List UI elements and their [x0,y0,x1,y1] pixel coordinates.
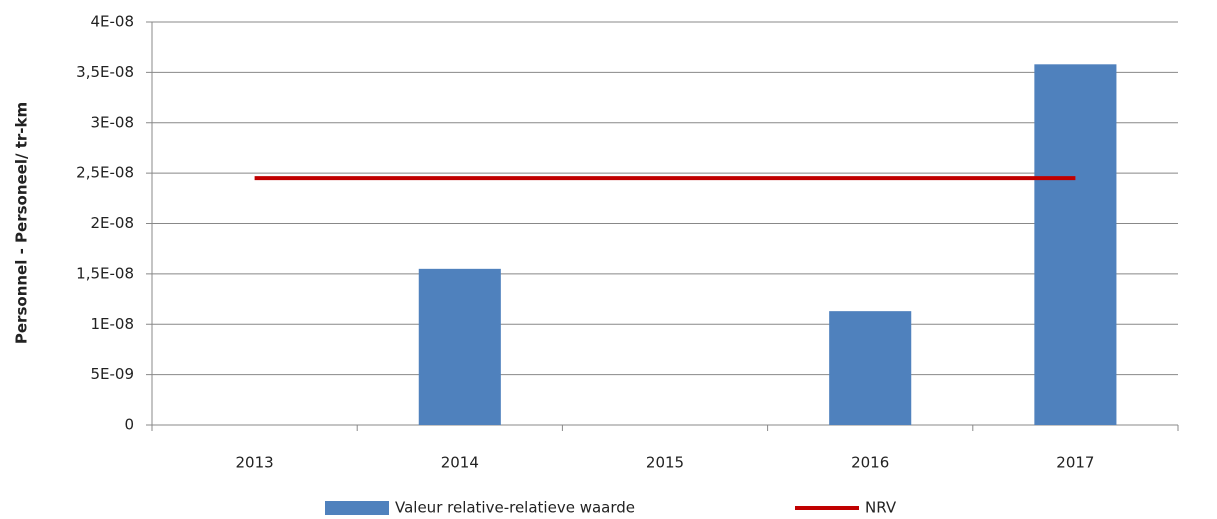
x-tick-label: 2014 [441,454,479,472]
bar [829,311,912,425]
legend-label: NRV [865,499,897,517]
y-tick-label: 2E-08 [90,214,134,232]
y-tick-label: 2,5E-08 [76,164,134,182]
bar [1034,64,1117,425]
legend-swatch [325,501,389,515]
y-tick-label: 0 [124,416,134,434]
legend-label: Valeur relative-relatieve waarde [395,499,635,517]
x-tick-label: 2016 [851,454,889,472]
bar [418,268,501,425]
y-tick-label: 3E-08 [90,113,134,131]
y-tick-label: 3,5E-08 [76,63,134,81]
y-tick-label: 1E-08 [90,315,134,333]
x-tick-label: 2015 [646,454,684,472]
x-tick-label: 2013 [236,454,274,472]
y-axis-label: Personnel - Personeel/ tr-km [13,102,31,344]
y-tick-label: 4E-08 [90,13,134,31]
y-tick-label: 1,5E-08 [76,264,134,282]
y-tick-label: 5E-09 [90,365,134,383]
x-tick-label: 2017 [1056,454,1094,472]
